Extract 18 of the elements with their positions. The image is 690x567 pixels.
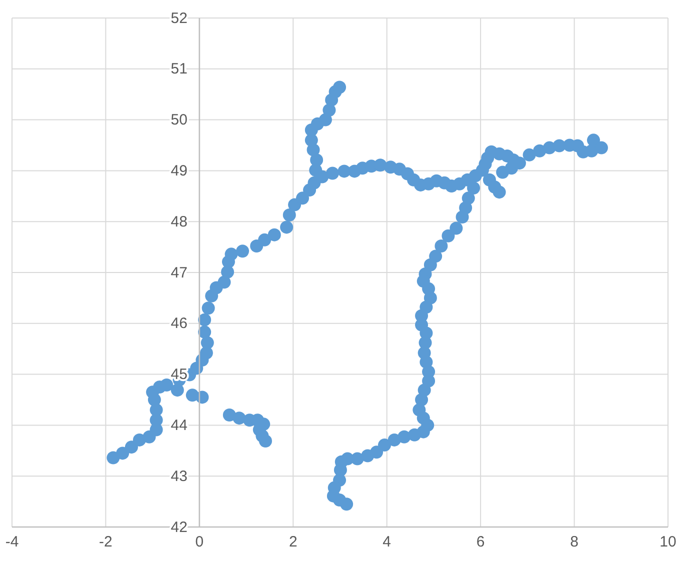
x-tick-label: 2 (288, 533, 298, 550)
y-tick-label: 42 (170, 518, 188, 536)
x-tick-label: 0 (195, 533, 204, 550)
y-tick-label: 52 (170, 10, 188, 27)
x-tick-label: 6 (476, 533, 485, 550)
x-tick-label: -4 (5, 533, 19, 550)
x-tick-label: -2 (99, 533, 112, 550)
x-tick-label: 8 (570, 533, 578, 550)
x-tick-label: 4 (382, 533, 392, 550)
y-tick-label: 51 (170, 60, 188, 78)
y-tick-label: 47 (170, 264, 188, 282)
y-tick-label: 49 (170, 162, 188, 180)
y-tick-label: 44 (170, 417, 188, 434)
x-tick-label: 10 (660, 533, 676, 550)
y-tick-label: 50 (170, 112, 188, 129)
y-tick-label: 48 (170, 213, 188, 230)
y-tick-label: 46 (170, 315, 188, 332)
y-tick-label: 43 (170, 468, 188, 485)
